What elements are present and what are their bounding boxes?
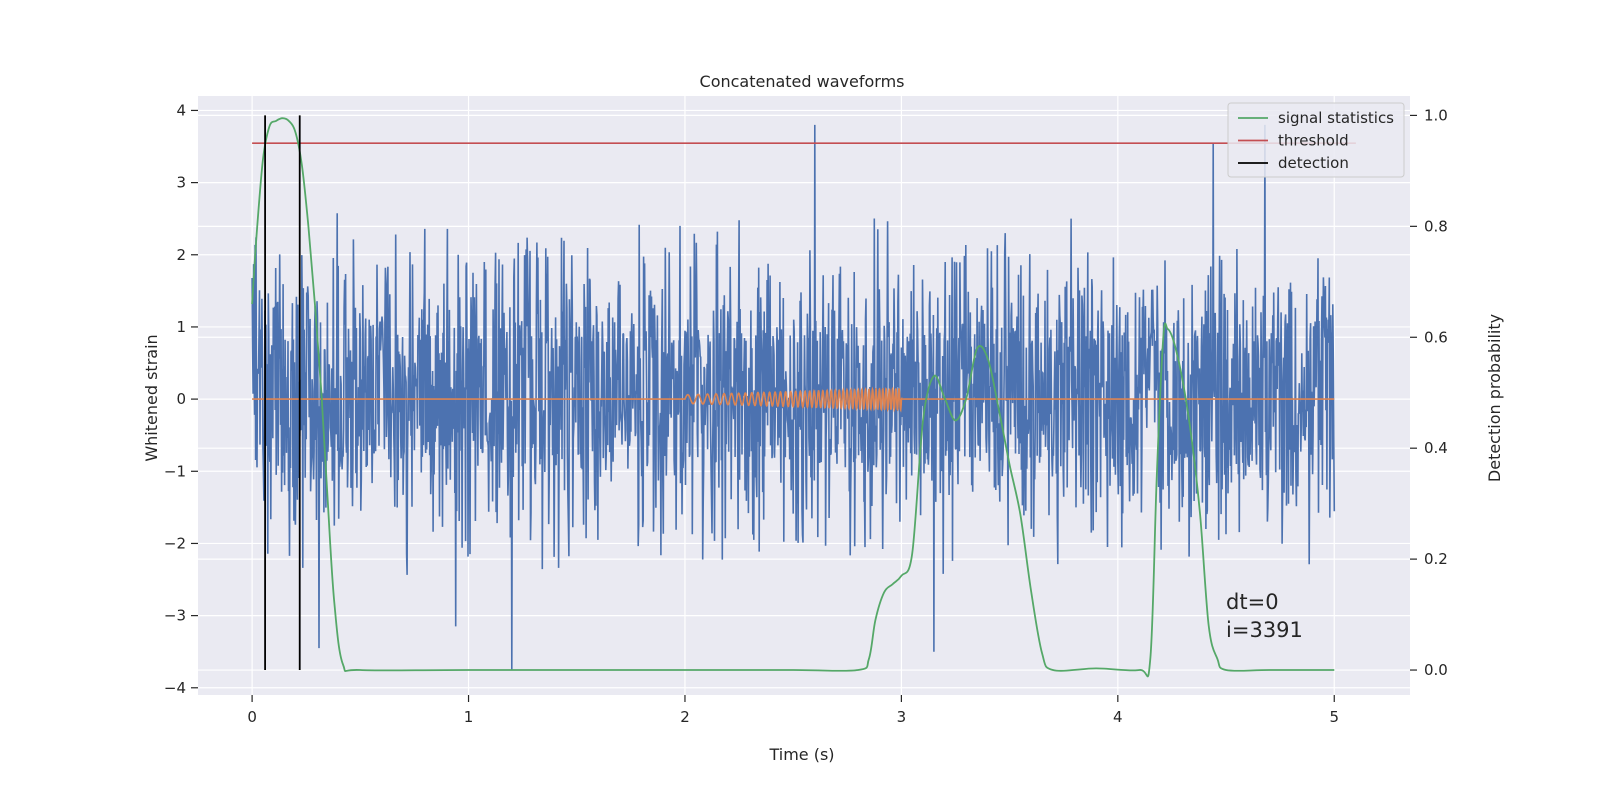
signal-statistics-series	[251, 117, 1335, 678]
annotation-index: i=3391	[1226, 618, 1303, 642]
legend-label-threshold: threshold	[1278, 132, 1349, 150]
y-axis-label-left: Whitened strain	[142, 334, 161, 461]
annotation: dt=0 i=3391	[1226, 590, 1303, 642]
x-tick-label: 5	[1329, 708, 1339, 726]
x-tick-label: 2	[680, 708, 690, 726]
legend-label-detection: detection	[1278, 154, 1349, 172]
y-left-tick-label: 0	[176, 390, 186, 408]
y-right-tick-label: 0.2	[1424, 550, 1448, 568]
y-right-tick-label: 1.0	[1424, 106, 1448, 124]
strain-series	[251, 124, 1336, 670]
series-layer	[251, 115, 1356, 678]
y-left-tick-label: −2	[164, 534, 186, 552]
chart-title: Concatenated waveforms	[700, 72, 905, 91]
y-left-tick-label: 2	[176, 246, 186, 264]
y-left-tick-label: 3	[176, 174, 186, 192]
grid-lines-left	[198, 109, 1410, 689]
y-left-tick-label: −3	[164, 607, 186, 625]
injection-series	[252, 386, 1335, 413]
y-axis-label-right: Detection probability	[1485, 314, 1504, 482]
legend-box	[1227, 102, 1405, 178]
x-tick-label: 4	[1113, 708, 1123, 726]
y-right-tick-label: 0.0	[1424, 661, 1448, 679]
x-axis-label: Time (s)	[768, 745, 834, 764]
y-left-tick-label: −1	[164, 462, 186, 480]
y-left-tick-label: 1	[176, 318, 186, 336]
legend: signal statistics threshold detection	[1227, 102, 1405, 178]
y-left-tick-label: −4	[164, 679, 186, 697]
x-tick-label: 0	[247, 708, 257, 726]
y-right-tick-label: 0.8	[1424, 217, 1448, 235]
y-right-tick-label: 0.6	[1424, 328, 1448, 346]
x-tick-label: 1	[464, 708, 474, 726]
annotation-dt: dt=0	[1226, 590, 1279, 614]
ticks-layer: −4 −3 −2 −1 0 1 2 3 4 0.0 0.2 0.4 0.6 0.8 1.0 0 1 2 3 4 5	[164, 101, 1448, 726]
y-right-tick-label: 0.4	[1424, 439, 1448, 457]
x-tick-label: 3	[897, 708, 907, 726]
legend-label-signal-statistics: signal statistics	[1278, 109, 1394, 127]
y-left-tick-label: 4	[176, 101, 186, 119]
